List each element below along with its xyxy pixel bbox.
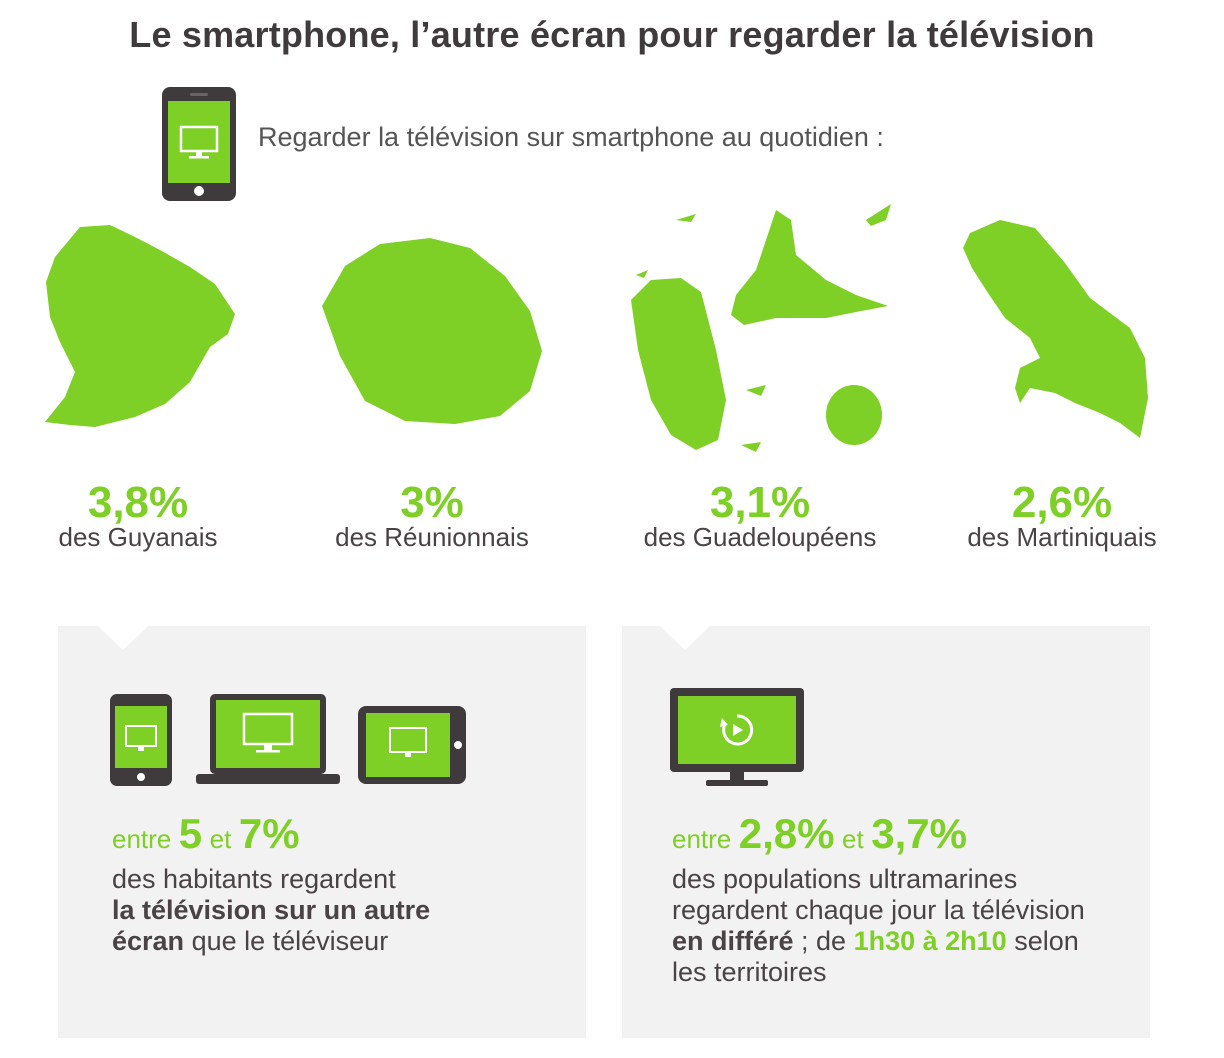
stat-guyane-label: des Guyanais [58,522,218,552]
stat-guyane-pct: 3,8% [87,478,189,527]
reunion-map [320,236,546,426]
card-left-text: des habitants regardent la télévision su… [112,864,431,956]
guyane-map [40,222,240,432]
stat-reunion-pct: 3% [400,478,464,527]
stat-martinique-label: des Martiniquais [967,522,1157,552]
page-title: Le smartphone, l’autre écran pour regard… [129,14,1095,55]
card-left-headline: entre 5 et 7% [112,810,300,857]
card-notch [98,626,148,650]
laptop-icon [196,694,340,786]
guadeloupe-map [626,200,892,470]
stat-guadeloupe-label: des Guadeloupéens [643,522,877,552]
card-notch [660,626,710,650]
stat-guadeloupe-pct: 3,1% [709,478,811,527]
card-right-text: des populations ultramarines regardent c… [672,864,1085,987]
stat-reunion-label: des Réunionnais [335,522,529,552]
subtitle: Regarder la télévision sur smartphone au… [258,122,884,152]
smartphone-icon [162,87,236,201]
tablet-icon [358,706,466,784]
tv-replay-icon [670,688,804,788]
card-right-headline: entre 2,8% et 3,7% [672,810,967,857]
martinique-map [960,218,1156,440]
stat-martinique-pct: 2,6% [1011,478,1113,527]
smartphone-icon [110,694,172,786]
